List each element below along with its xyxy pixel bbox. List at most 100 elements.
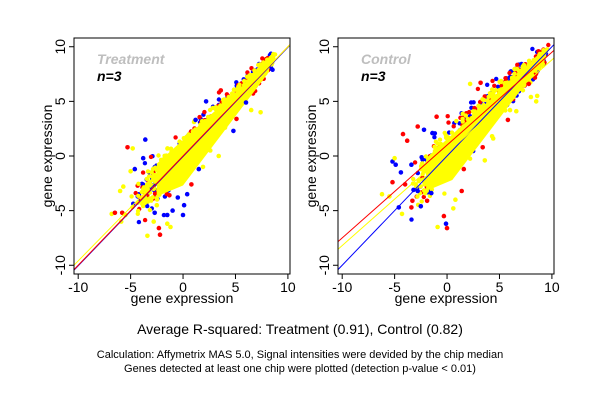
data-point xyxy=(471,100,476,105)
outlier-point xyxy=(393,162,399,167)
data-point xyxy=(142,200,148,206)
data-point xyxy=(135,211,140,216)
outlier-point xyxy=(507,107,513,113)
data-point xyxy=(502,81,507,86)
outlier-point xyxy=(130,146,135,151)
detection-caption: Genes detected at least one chip were pl… xyxy=(124,363,476,375)
outlier-point xyxy=(170,208,175,213)
data-point xyxy=(150,174,155,180)
data-point xyxy=(267,58,272,63)
outlier-point xyxy=(415,188,421,194)
data-point xyxy=(129,194,134,199)
data-point xyxy=(460,119,465,124)
n-label-control: n=3 xyxy=(361,68,386,84)
outlier-point xyxy=(157,232,163,237)
outlier-point xyxy=(441,213,447,219)
y-tick-label: 5 xyxy=(316,97,332,105)
data-point xyxy=(147,207,153,213)
x-tick-label: 10 xyxy=(280,279,296,295)
outlier-point xyxy=(404,138,410,143)
outlier-point xyxy=(143,137,148,142)
outlier-point xyxy=(216,153,221,159)
treatment-panel: gene expression gene expression -10 -5 0 5 1… xyxy=(39,37,296,306)
data-point xyxy=(148,154,154,160)
data-point xyxy=(415,194,420,199)
outlier-point xyxy=(421,127,427,133)
outlier-point xyxy=(396,205,402,210)
data-point xyxy=(476,104,481,109)
data-point xyxy=(231,87,237,92)
outlier-point xyxy=(117,188,123,194)
outlier-point xyxy=(152,210,157,216)
outlier-point xyxy=(132,166,138,172)
outlier-point xyxy=(526,81,532,87)
data-point xyxy=(514,66,520,72)
rsquared-caption: Average R-squared: Treatment (0.91), Con… xyxy=(137,321,463,337)
data-point xyxy=(423,191,428,196)
x-tick-label: 0 xyxy=(179,279,187,295)
outlier-point xyxy=(411,187,416,193)
outlier-point xyxy=(200,164,206,170)
y-tick-label: -5 xyxy=(52,204,68,217)
outlier-point xyxy=(410,198,415,204)
outlier-point xyxy=(480,145,486,150)
data-point xyxy=(165,146,170,151)
control-panel: gene expression gene expression -10 -5 0 5 1… xyxy=(303,37,560,306)
outlier-point xyxy=(248,107,254,113)
data-point xyxy=(256,62,261,68)
data-point xyxy=(197,114,202,120)
outlier-point xyxy=(424,198,430,204)
data-point xyxy=(247,73,252,78)
data-point xyxy=(261,60,266,65)
outlier-point xyxy=(165,212,170,218)
data-point xyxy=(145,203,150,209)
data-point xyxy=(490,78,495,84)
outlier-point xyxy=(528,94,534,100)
outlier-point xyxy=(112,210,118,216)
plot-area xyxy=(338,42,554,270)
y-tick-label: 0 xyxy=(316,152,332,160)
fit-line-replicate-3 xyxy=(338,57,554,250)
data-point xyxy=(136,181,141,186)
outlier-point xyxy=(125,145,130,150)
data-point xyxy=(507,70,512,76)
data-point xyxy=(216,97,222,102)
outlier-point xyxy=(430,130,435,136)
data-point xyxy=(492,83,497,89)
data-point xyxy=(432,135,437,140)
outlier-point xyxy=(390,179,395,185)
data-point xyxy=(442,130,447,136)
data-point xyxy=(207,107,213,113)
y-tick-label: 10 xyxy=(52,39,68,55)
outlier-point xyxy=(461,166,467,172)
data-point xyxy=(526,58,532,63)
outlier-point xyxy=(156,225,162,231)
outlier-point xyxy=(147,197,152,202)
outlier-point xyxy=(434,114,439,119)
outlier-point xyxy=(478,80,483,86)
x-tick-label: -10 xyxy=(68,279,88,295)
x-tick-label: 0 xyxy=(443,279,451,295)
outlier-point xyxy=(181,202,187,208)
outlier-point xyxy=(222,125,228,130)
outlier-point xyxy=(400,131,406,137)
outlier-point xyxy=(151,219,156,224)
x-axis-title-control: gene expression xyxy=(395,290,498,306)
data-point xyxy=(136,193,141,198)
data-point xyxy=(139,181,145,186)
panel-label-treatment: Treatment xyxy=(97,51,166,67)
data-point xyxy=(142,161,148,166)
data-point xyxy=(136,219,142,225)
data-point xyxy=(419,199,424,204)
outlier-point xyxy=(231,128,236,134)
x-tick-label: 5 xyxy=(232,279,240,295)
data-point xyxy=(446,120,451,125)
data-point xyxy=(241,78,247,84)
y-tick-label: -10 xyxy=(52,255,68,275)
data-point xyxy=(260,56,265,61)
data-point xyxy=(481,97,487,103)
data-point xyxy=(494,76,499,82)
outlier-point xyxy=(415,124,421,129)
data-point xyxy=(437,137,443,142)
